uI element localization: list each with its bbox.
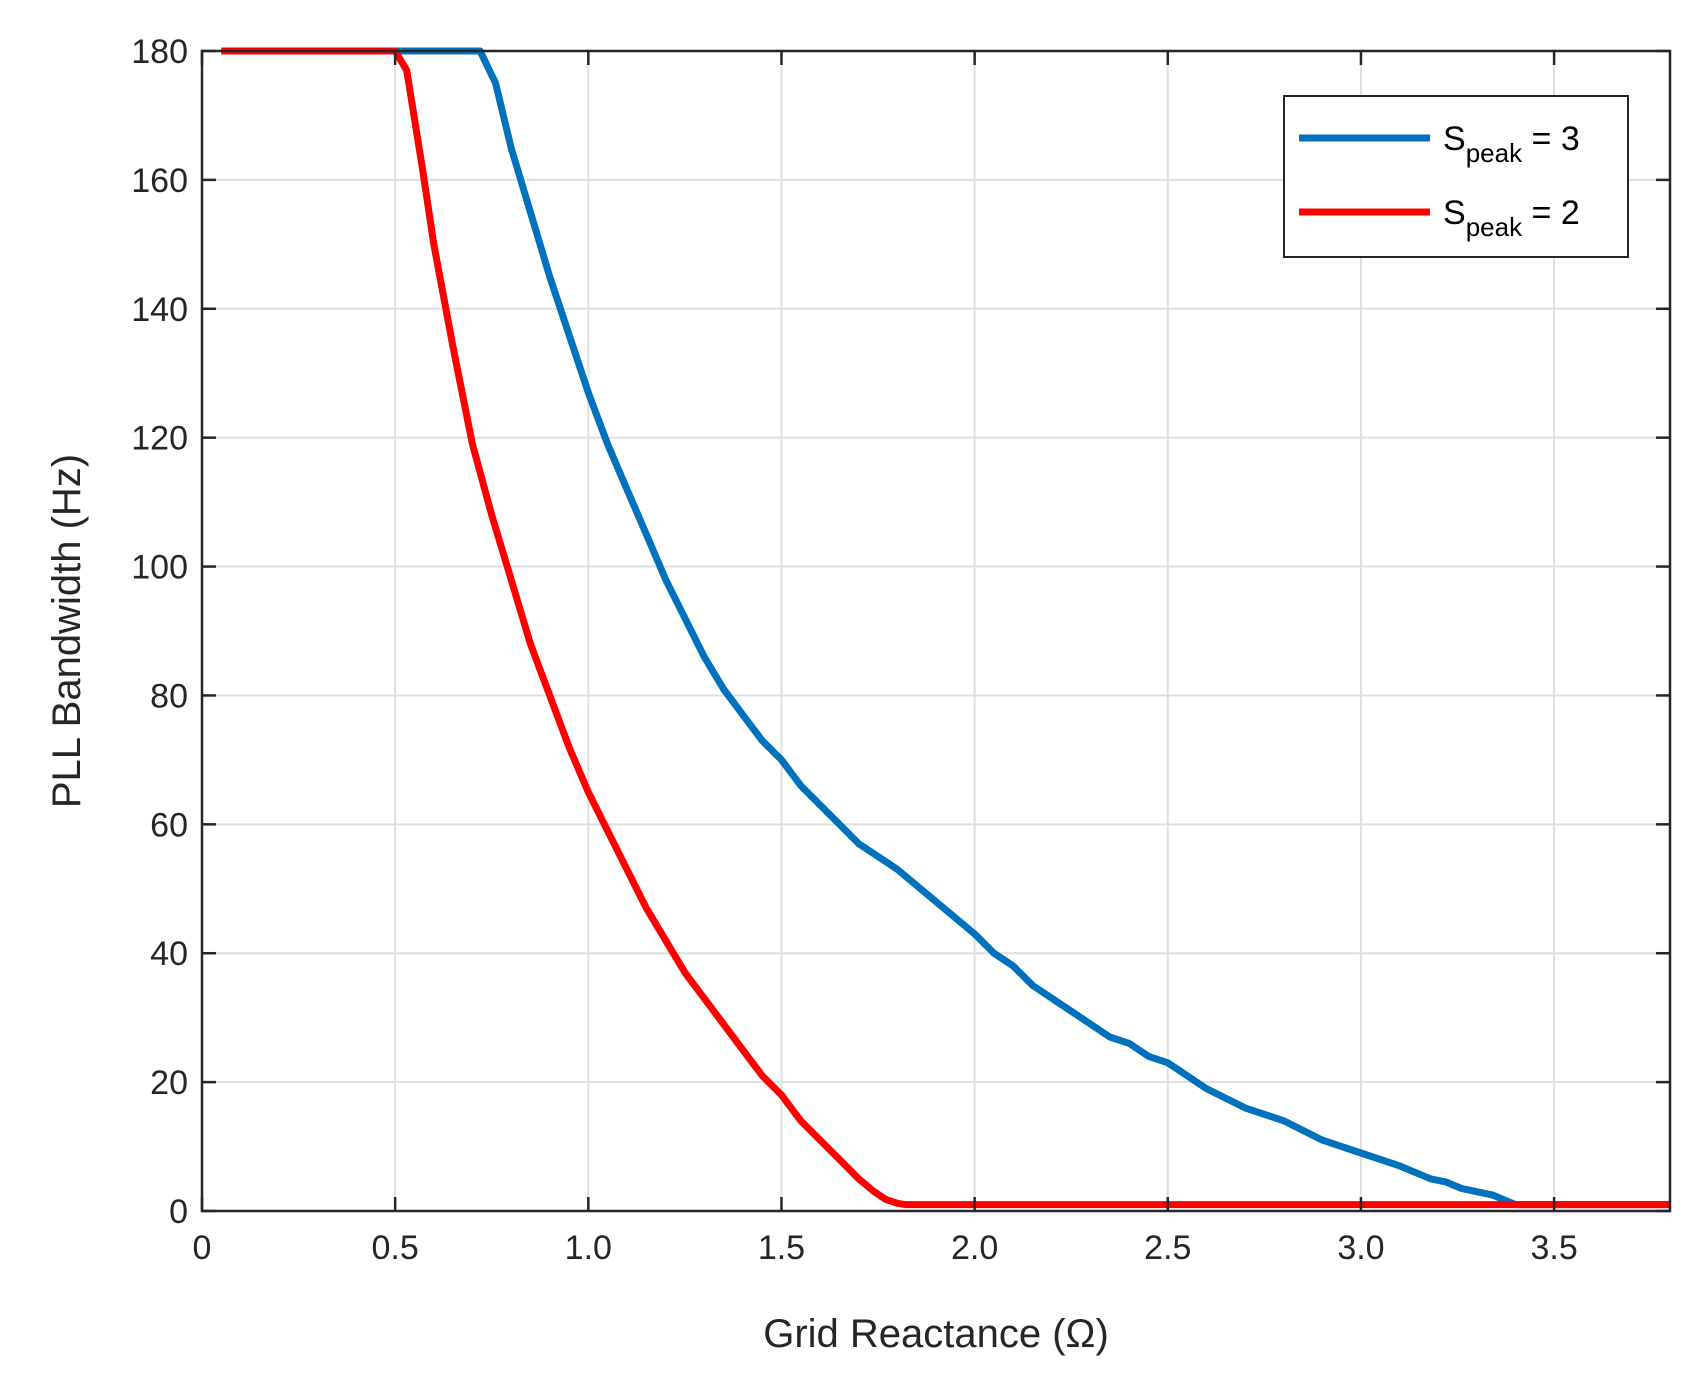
- y-tick-label: 80: [150, 677, 188, 715]
- x-tick-label: 2.0: [951, 1229, 998, 1267]
- legend: Speak = 3 Speak = 2: [1284, 96, 1628, 257]
- x-tick-label: 1.5: [758, 1229, 805, 1267]
- y-tick-label: 60: [150, 806, 188, 844]
- x-tick-label: 3.5: [1530, 1229, 1577, 1267]
- y-tick-label: 160: [131, 162, 188, 200]
- x-axis-title: Grid Reactance (Ω): [763, 1312, 1109, 1356]
- y-tick-label: 100: [131, 549, 188, 587]
- line-chart: 0 0.5 1.0 1.5 2.0 2.5 3.0 3.5 0 20 40 60 80 100 120 140…: [0, 0, 1697, 1373]
- y-axis-title: PLL Bandwidth (Hz): [45, 454, 89, 808]
- y-tick-label: 20: [150, 1064, 188, 1102]
- y-tick-label: 120: [131, 420, 188, 458]
- x-tick-label: 2.5: [1144, 1229, 1191, 1267]
- y-tick-label: 140: [131, 291, 188, 329]
- x-tick-label: 0.5: [372, 1229, 419, 1267]
- y-tick-label: 40: [150, 935, 188, 973]
- x-tick-label: 0: [193, 1229, 212, 1267]
- x-tick-label: 3.0: [1337, 1229, 1384, 1267]
- y-tick-label: 0: [169, 1193, 188, 1231]
- x-tick-label: 1.0: [565, 1229, 612, 1267]
- y-tick-label: 180: [131, 33, 188, 71]
